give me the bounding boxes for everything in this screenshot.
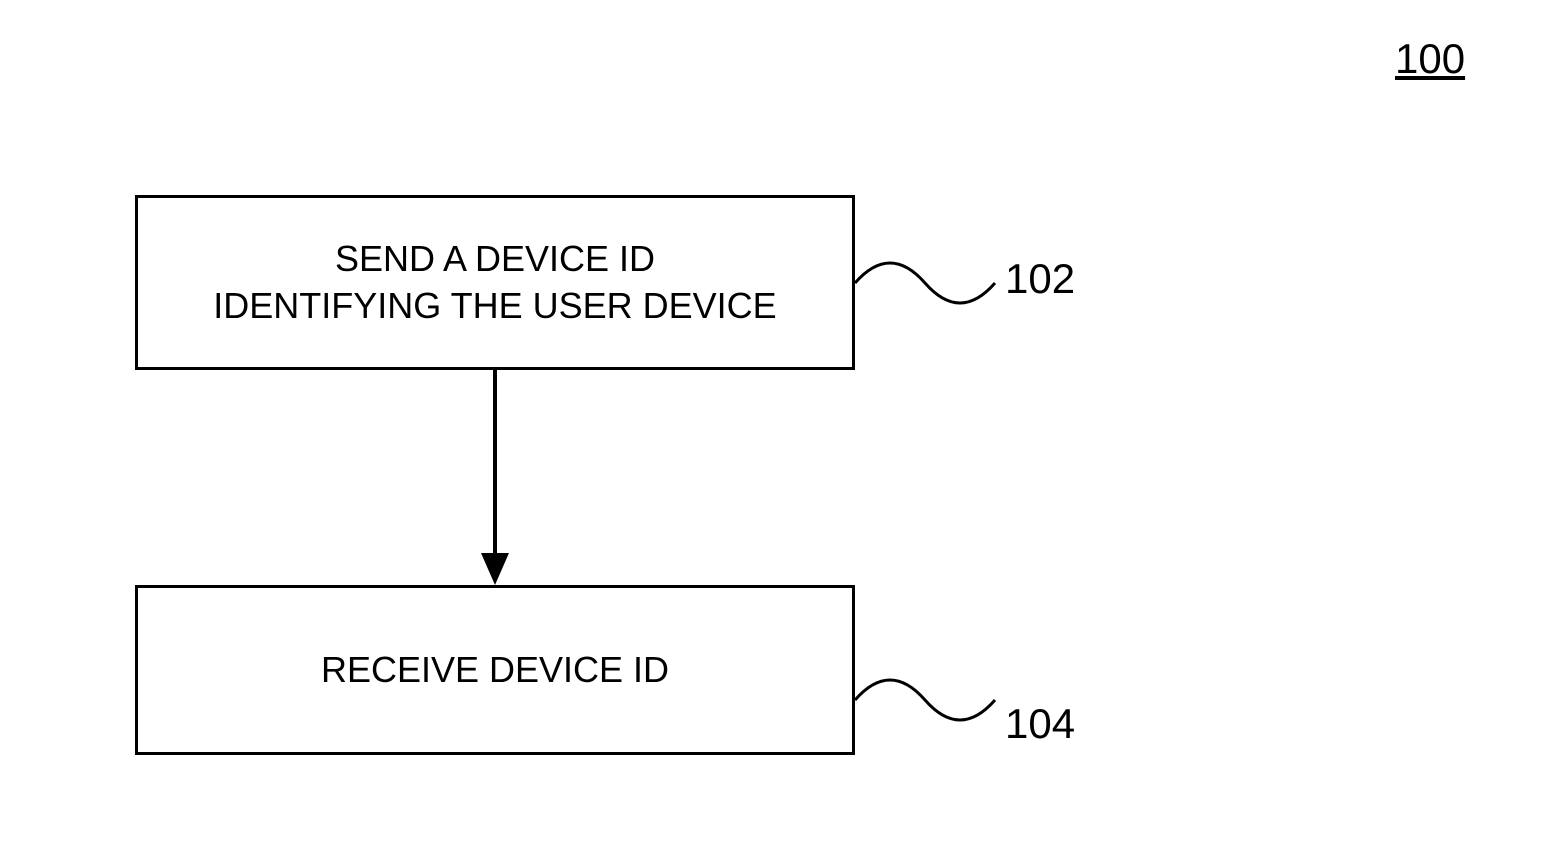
reference-label-102: 102 (1005, 255, 1075, 303)
connector-wave-2 (0, 0, 1561, 858)
reference-label-104: 104 (1005, 700, 1075, 748)
